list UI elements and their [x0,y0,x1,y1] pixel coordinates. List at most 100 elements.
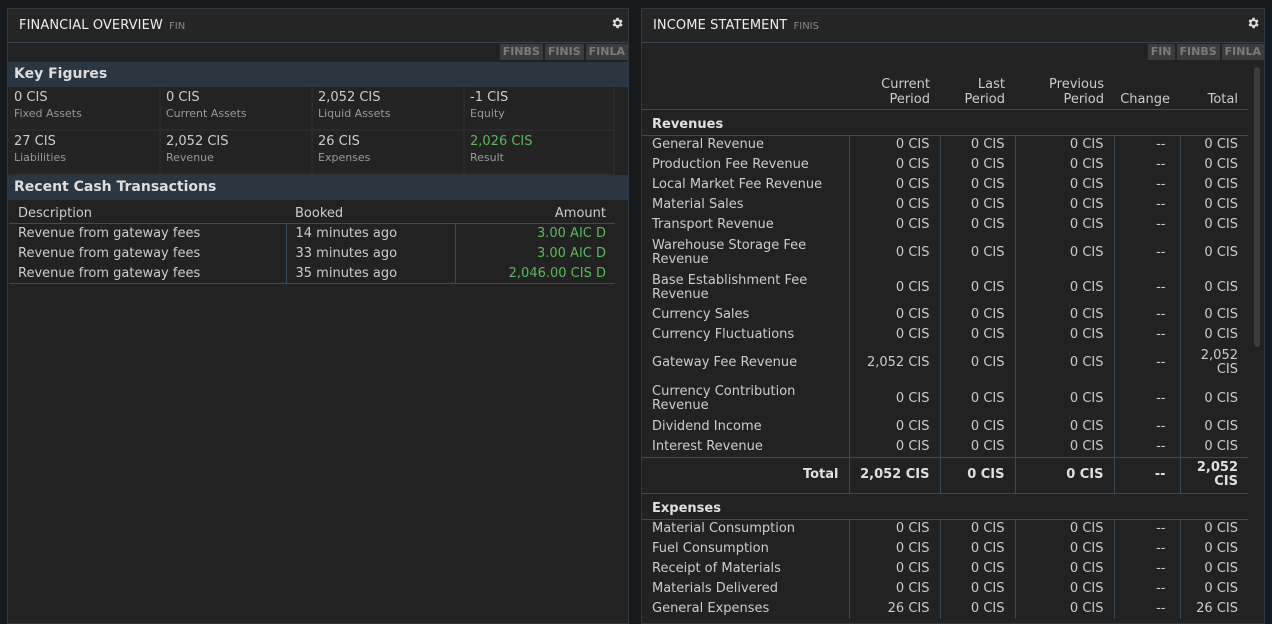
panel-header: FINANCIAL OVERVIEW FIN [8,9,628,43]
row-label: Production Fee Revenue [642,155,850,175]
cell-last: 0 CIS [940,345,1016,381]
row-label: Materials Delivered [642,579,850,599]
transaction-description: Revenue from gateway fees [9,243,287,263]
table-row: Material Sales 0 CIS 0 CIS 0 CIS -- 0 CIS [642,195,1248,215]
column-header-current[interactable]: Current Period [849,63,940,110]
cell-current: 0 CIS [849,270,941,305]
cell-last: 0 CIS [940,215,1016,235]
cell-current: 0 CIS [849,417,941,437]
key-figure-label: Result [470,151,504,164]
table-row: Fuel Consumption 0 CIS 0 CIS 0 CIS -- 0 CIS [642,539,1248,559]
row-label: Currency Fluctuations [642,325,850,345]
cell-current: 0 CIS [849,215,941,235]
cell-last: 0 CIS [940,519,1016,539]
cell-change: -- [1114,270,1181,305]
column-header-amount[interactable]: Amount [455,200,615,224]
cell-previous: 0 CIS [1015,519,1115,539]
cell-last: 0 CIS [940,456,1016,494]
cmd-button-finis[interactable]: FINIS [544,44,584,60]
cell-current: 26 CIS [849,599,941,619]
cmd-button-fin[interactable]: FIN [1147,44,1175,60]
cell-change: -- [1114,345,1181,381]
row-label: Material Sales [642,195,850,215]
cell-previous: 0 CIS [1015,270,1115,305]
cell-total: 2,052 CIS [1180,456,1248,494]
key-figures-title: Key Figures [8,62,628,87]
gear-icon[interactable] [610,16,624,30]
cell-total: 0 CIS [1204,177,1238,192]
cell-last: 0 CIS [940,270,1016,305]
table-row: Gateway Fee Revenue 2,052 CIS 0 CIS 0 CIS --… [642,345,1248,381]
table-row: Transport Revenue 0 CIS 0 CIS 0 CIS -- 0 CIS [642,215,1248,235]
key-figure-value: 26 CIS [318,134,360,149]
table-row: Revenue from gateway fees 33 minutes ago… [9,243,615,263]
row-label: Receipt of Materials [642,559,850,579]
gear-icon[interactable] [1246,16,1260,30]
column-header-label [642,63,849,110]
cell-last: 0 CIS [940,579,1016,599]
cell-total: 0 CIS [1204,541,1238,556]
cell-change: -- [1114,155,1181,175]
column-header-total[interactable]: Total [1180,63,1248,110]
income-statement-scroll[interactable]: Current Period Last Period Previous Peri… [642,63,1264,623]
cell-last: 0 CIS [940,381,1016,417]
column-header-previous[interactable]: Previous Period [1015,63,1114,110]
cell-change: -- [1114,456,1181,494]
column-header-change[interactable]: Change [1114,63,1180,110]
financial-overview-panel: FINANCIAL OVERVIEW FIN FINBS FINIS FINLA… [7,8,629,624]
key-figure-value: -1 CIS [470,90,509,105]
total-row: Total 2,052 CIS 0 CIS 0 CIS -- 2,052 CIS [642,456,1248,494]
key-figure-value: 2,052 CIS [318,90,381,105]
cell-current: 0 CIS [849,155,941,175]
key-figure-liabilities: 27 CIS Liabilities [9,131,161,175]
cell-total: 0 CIS [1204,137,1238,153]
row-label: Dividend Income [642,417,850,437]
column-header-description[interactable]: Description [9,200,286,224]
cell-last: 0 CIS [940,235,1016,270]
cmd-button-finla[interactable]: FINLA [585,44,628,60]
cell-total: 26 CIS [1196,601,1238,616]
cell-total: 0 CIS [1204,391,1238,406]
cell-current: 0 CIS [849,135,941,155]
transaction-booked: 35 minutes ago [286,263,456,284]
cell-previous: 0 CIS [1015,305,1115,325]
table-row: Material Consumption 0 CIS 0 CIS 0 CIS -- 0 C… [642,519,1248,539]
cmd-button-finla[interactable]: FINLA [1221,44,1264,60]
row-label: General Revenue [642,135,850,155]
panel-title: FINANCIAL OVERVIEW [19,18,163,33]
cell-last: 0 CIS [940,175,1016,195]
key-figure-label: Liabilities [14,151,66,164]
row-label: Interest Revenue [642,437,850,457]
row-label: Fuel Consumption [642,539,850,559]
cell-total: 0 CIS [1204,307,1238,322]
cell-previous: 0 CIS [1015,579,1115,599]
income-statement-panel: INCOME STATEMENT FINIS FIN FINBS FINLA C… [641,8,1265,624]
column-header-booked[interactable]: Booked [286,200,455,224]
table-row: Currency Contribution Revenue 0 CIS 0 CIS 0… [642,381,1248,417]
cell-change: -- [1114,235,1181,270]
row-label: General Expenses [642,599,850,619]
cell-previous: 0 CIS [1015,599,1115,619]
cell-change: -- [1114,135,1181,155]
scrollbar-thumb[interactable] [1254,67,1260,347]
cell-previous: 0 CIS [1015,345,1115,381]
key-figure-label: Revenue [166,151,214,164]
column-header-last[interactable]: Last Period [940,63,1015,110]
cell-previous: 0 CIS [1015,325,1115,345]
cell-change: -- [1114,305,1181,325]
panel-command: FIN [169,21,186,32]
cell-change: -- [1114,215,1181,235]
table-row: Dividend Income 0 CIS 0 CIS 0 CIS -- 0 CIS [642,417,1248,437]
cmd-button-finbs[interactable]: FINBS [1176,44,1220,60]
table-row: Local Market Fee Revenue 0 CIS 0 CIS 0 CIS -… [642,175,1248,195]
table-row: Production Fee Revenue 0 CIS 0 CIS 0 CIS -- 0… [642,155,1248,175]
cell-previous: 0 CIS [1015,456,1115,494]
command-bar: FIN FINBS FINLA [642,43,1264,62]
key-figure-label: Liquid Assets [318,107,391,120]
cell-current: 0 CIS [849,195,941,215]
cmd-button-finbs[interactable]: FINBS [499,44,543,60]
table-row: Currency Sales 0 CIS 0 CIS 0 CIS -- 0 CIS [642,305,1248,325]
key-figure-label: Current Assets [166,107,247,120]
cell-current: 2,052 CIS [849,456,941,494]
recent-transactions-title: Recent Cash Transactions [8,175,628,200]
